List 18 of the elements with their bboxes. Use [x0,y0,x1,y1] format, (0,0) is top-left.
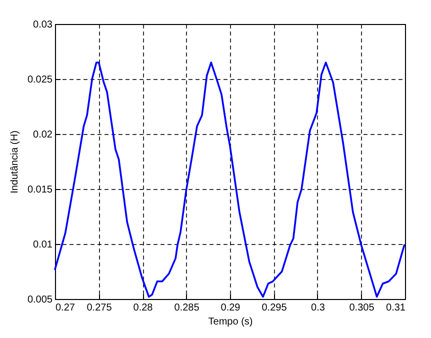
y-tick-label: 0.01 [33,240,53,250]
x-tick-label: 0.305 [349,302,375,314]
y-tick-label: 0.02 [33,130,53,140]
y-axis-title: Indutância (H) [9,130,20,194]
x-tick-label: 0.31 [386,302,406,314]
x-tick-label: 0.29 [220,302,241,314]
x-tick-label: 0.28 [133,302,154,314]
y-tick-label: 0.005 [27,294,53,306]
x-axis-title: Tempo (s) [208,316,253,328]
line-series [54,62,406,298]
y-tick-label: 0.015 [27,184,53,196]
y-tick-label: 0.025 [27,74,53,86]
y-tick-label: 0.03 [33,20,53,30]
x-tick-label: 0.295 [262,302,288,314]
x-tick-label: 0.27 [56,302,76,314]
x-tick-label: 0.3 [311,302,326,314]
x-tick-label: 0.285 [174,302,200,314]
x-tick-label: 0.275 [86,302,112,314]
